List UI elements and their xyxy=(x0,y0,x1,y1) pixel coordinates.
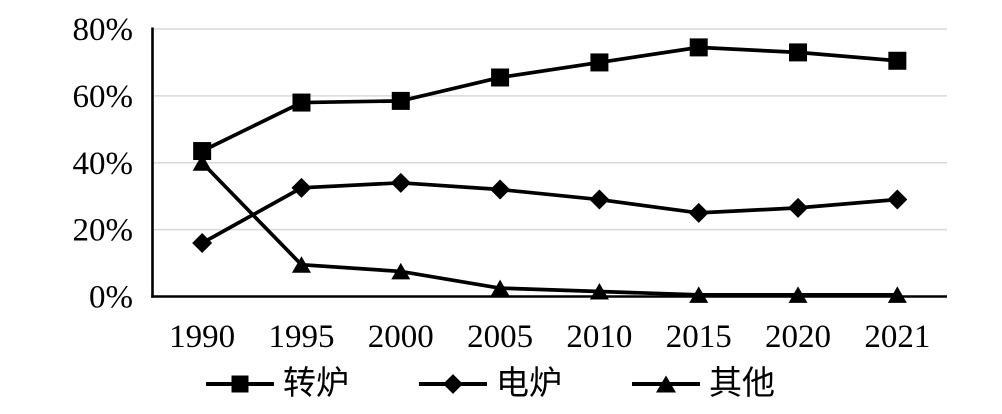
diamond-marker-icon xyxy=(490,179,511,200)
x-tick-label: 2020 xyxy=(765,319,831,355)
x-tick-label: 2021 xyxy=(864,319,930,355)
legend: 转炉 电炉 其他 xyxy=(206,363,775,405)
square-marker-icon xyxy=(193,142,212,161)
diamond-marker-icon xyxy=(887,189,908,210)
triangle-marker-icon xyxy=(490,279,510,297)
triangle-marker-icon xyxy=(788,286,808,303)
legend-item: 转炉 xyxy=(206,365,349,402)
triangle-marker-icon xyxy=(291,256,311,273)
legend-label: 转炉 xyxy=(283,365,349,402)
triangle-marker-icon xyxy=(192,154,212,171)
square-marker-icon xyxy=(391,91,410,110)
diamond-marker-icon xyxy=(589,189,610,210)
y-tick-label: 0% xyxy=(89,280,133,316)
x-tick-label: 2015 xyxy=(666,319,732,355)
square-marker-icon xyxy=(491,68,510,87)
square-icon xyxy=(231,375,249,393)
y-tick-label: 20% xyxy=(73,213,134,249)
series-line-diamond xyxy=(201,180,898,245)
series-line-square xyxy=(201,45,898,153)
triangle-icon xyxy=(656,375,676,393)
triangle-marker-icon xyxy=(391,262,411,280)
square-marker-icon xyxy=(789,43,808,62)
diamond-marker-icon xyxy=(390,172,411,193)
triangle-marker-icon xyxy=(887,286,907,303)
diamond-icon xyxy=(443,374,463,394)
y-tick-label: 40% xyxy=(73,146,134,182)
x-tick-label: 1995 xyxy=(268,319,334,355)
legend-label: 其他 xyxy=(709,365,775,402)
triangle-marker-icon xyxy=(589,282,609,300)
x-tick-label: 2010 xyxy=(566,319,632,355)
y-tick-label: 60% xyxy=(73,79,134,115)
square-marker-icon xyxy=(888,51,907,70)
diamond-marker-icon xyxy=(419,372,487,396)
diamond-marker-icon xyxy=(192,233,213,253)
y-tick-label: 80% xyxy=(73,12,134,48)
x-tick-label: 2005 xyxy=(467,319,533,355)
triangle-marker-icon xyxy=(689,286,709,303)
diamond-marker-icon xyxy=(688,202,709,223)
diamond-marker-icon xyxy=(788,197,809,218)
legend-item: 电炉 xyxy=(419,365,562,402)
series-line-triangle xyxy=(200,161,898,297)
x-tick-label: 2000 xyxy=(368,319,434,355)
legend-label: 电炉 xyxy=(496,365,562,402)
square-marker-icon xyxy=(689,38,708,57)
triangle-marker-icon xyxy=(632,372,700,396)
legend-item: 其他 xyxy=(632,365,775,402)
x-tick-label: 1990 xyxy=(169,319,235,355)
square-marker-icon xyxy=(206,372,274,396)
diamond-marker-icon xyxy=(291,177,312,198)
square-marker-icon xyxy=(292,93,311,112)
square-marker-icon xyxy=(590,53,609,72)
